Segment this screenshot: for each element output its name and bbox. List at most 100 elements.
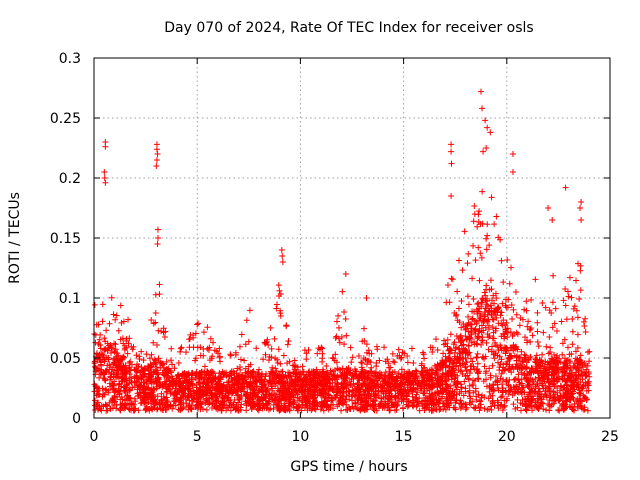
data-point xyxy=(546,397,553,404)
data-point xyxy=(527,338,534,345)
data-point xyxy=(274,359,281,366)
data-point xyxy=(555,407,562,414)
data-point xyxy=(510,401,517,408)
data-point xyxy=(348,359,355,366)
x-tick-label: 15 xyxy=(395,429,413,445)
data-point xyxy=(478,337,485,344)
data-point xyxy=(487,277,494,284)
y-axis-label: ROTI / TECUs xyxy=(7,192,23,284)
data-point xyxy=(416,407,423,414)
data-point xyxy=(461,228,468,235)
data-point xyxy=(508,302,515,309)
data-point xyxy=(99,318,106,325)
data-point xyxy=(513,329,520,336)
data-point xyxy=(272,355,279,362)
data-point xyxy=(563,316,570,323)
data-point xyxy=(518,407,525,414)
data-point xyxy=(175,360,182,367)
data-point xyxy=(161,334,168,341)
data-point xyxy=(245,338,252,345)
data-point xyxy=(349,354,356,361)
data-point xyxy=(500,279,507,286)
x-tick-label: 20 xyxy=(498,429,516,445)
data-point xyxy=(485,346,492,353)
data-point xyxy=(126,335,133,342)
data-point xyxy=(455,305,462,312)
data-point xyxy=(562,285,569,292)
data-point xyxy=(389,350,396,357)
data-point xyxy=(108,349,115,356)
data-point xyxy=(314,350,321,357)
data-point xyxy=(560,297,567,304)
chart-title: Day 070 of 2024, Rate Of TEC Index for r… xyxy=(164,20,533,36)
data-point xyxy=(517,400,524,407)
data-point xyxy=(448,275,455,282)
data-point xyxy=(476,407,483,414)
data-point xyxy=(543,343,550,350)
x-tick-label: 25 xyxy=(601,429,619,445)
y-tick-label: 0.25 xyxy=(50,111,81,127)
data-point xyxy=(542,304,549,311)
data-point xyxy=(241,357,248,364)
data-point xyxy=(532,276,539,283)
data-point xyxy=(216,345,223,352)
data-point xyxy=(120,318,127,325)
data-point xyxy=(474,301,481,308)
data-point xyxy=(469,275,476,282)
data-point xyxy=(117,302,124,309)
data-point xyxy=(442,406,449,413)
data-point xyxy=(492,373,499,380)
data-point xyxy=(194,321,201,328)
data-point xyxy=(146,355,153,362)
data-point xyxy=(569,341,576,348)
data-point xyxy=(504,334,511,341)
data-point xyxy=(284,360,291,367)
data-point xyxy=(447,331,454,338)
data-point xyxy=(199,405,206,412)
data-point xyxy=(444,282,451,289)
data-point xyxy=(177,348,184,355)
data-point xyxy=(489,362,496,369)
data-point xyxy=(562,369,569,376)
grid-lines xyxy=(94,58,610,418)
data-point xyxy=(273,368,280,375)
data-point xyxy=(479,295,486,302)
data-point xyxy=(510,306,517,313)
data-point xyxy=(153,364,160,371)
data-point xyxy=(332,334,339,341)
y-tick-label: 0.2 xyxy=(59,171,81,187)
data-point xyxy=(495,320,502,327)
data-point xyxy=(532,375,539,382)
data-point xyxy=(497,394,504,401)
data-point xyxy=(262,351,269,358)
data-point xyxy=(271,335,278,342)
data-point xyxy=(283,322,290,329)
data-point xyxy=(253,345,260,352)
data-point xyxy=(523,298,530,305)
data-point xyxy=(324,398,331,405)
data-point xyxy=(152,291,159,298)
data-point xyxy=(485,334,492,341)
data-point xyxy=(534,338,541,345)
data-point xyxy=(463,359,470,366)
data-point xyxy=(577,352,584,359)
data-point xyxy=(458,324,465,331)
data-point xyxy=(401,350,408,357)
data-points xyxy=(91,88,593,414)
data-point xyxy=(529,332,536,339)
data-point xyxy=(498,257,505,264)
y-tick-label: 0.15 xyxy=(50,231,81,247)
data-point xyxy=(464,260,471,267)
data-point xyxy=(508,264,515,271)
data-point xyxy=(99,301,106,308)
data-point xyxy=(500,317,507,324)
data-point xyxy=(513,311,520,318)
data-point xyxy=(535,389,542,396)
data-point xyxy=(582,328,589,335)
data-point xyxy=(459,267,466,274)
data-point xyxy=(204,324,211,331)
data-point xyxy=(483,235,490,242)
data-point xyxy=(238,401,245,408)
data-point xyxy=(143,405,150,412)
